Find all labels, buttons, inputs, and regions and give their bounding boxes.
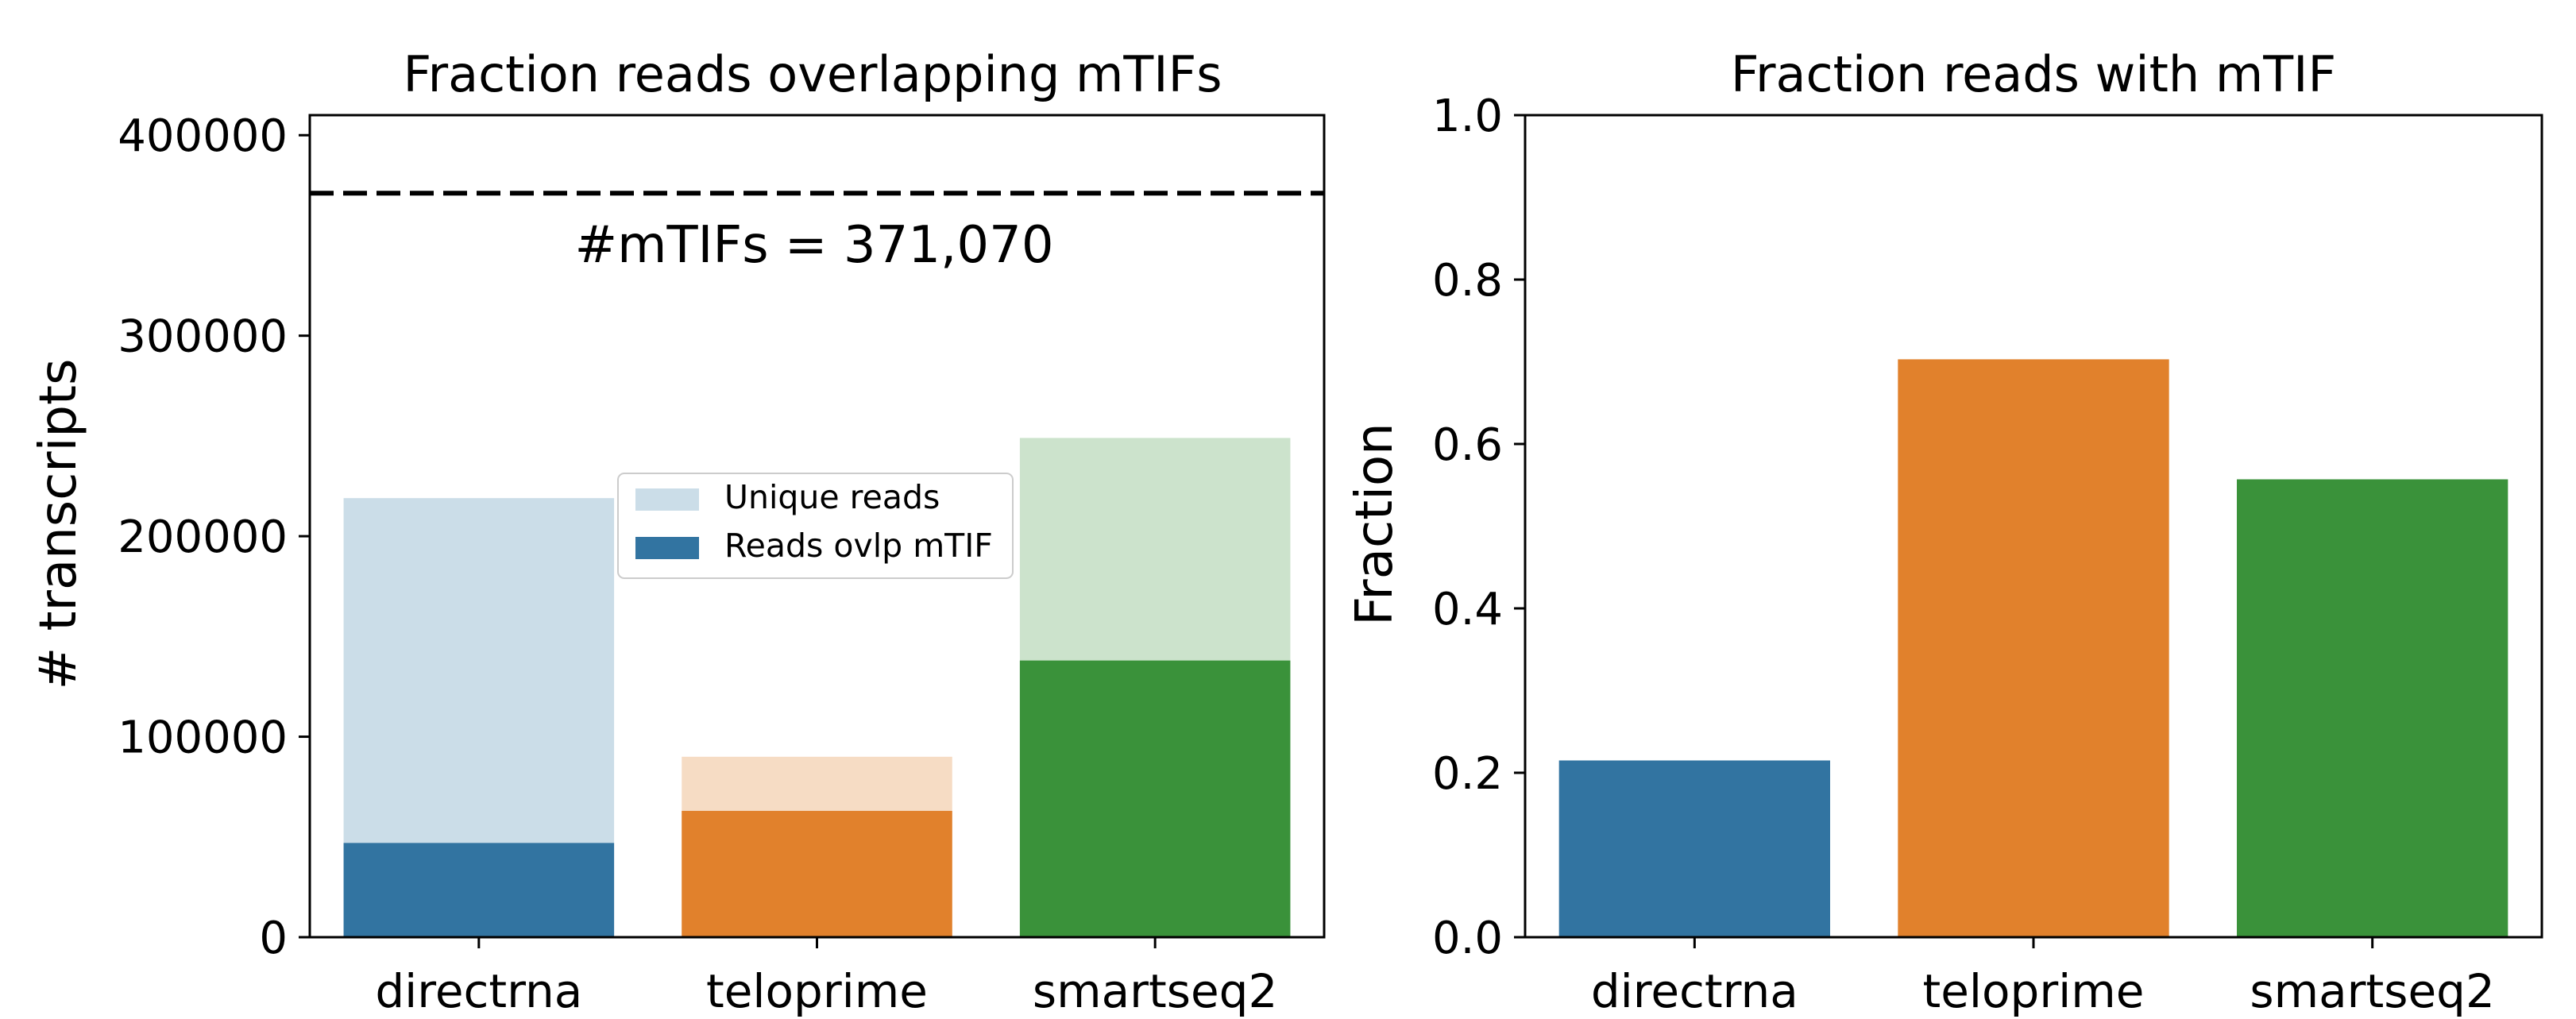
- legend-label-unique: Unique reads: [724, 478, 940, 516]
- legend: Unique reads Reads ovlp mTIF: [617, 473, 1014, 579]
- y-tick-label: 200000: [118, 511, 288, 563]
- bar-reads-ovlp-mtif: [682, 810, 952, 937]
- y-tick-label: 0.0: [1432, 913, 1503, 964]
- y-tick-label: 0.2: [1432, 748, 1503, 800]
- x-tick-label: directrna: [375, 964, 582, 1018]
- y-ticks: 0 100000 200000 300000 400000: [118, 110, 310, 964]
- bars: [343, 438, 1291, 937]
- y-tick-label: 0.4: [1432, 584, 1503, 635]
- y-tick-label: 400000: [118, 110, 288, 162]
- y-tick-label: 0.8: [1432, 255, 1503, 307]
- bar-reads-ovlp-mtif: [1019, 660, 1291, 937]
- y-axis-label: # transcripts: [29, 359, 88, 690]
- x-ticks: directrna teloprime smartseq2: [375, 937, 1277, 1018]
- legend-label-ovlp: Reads ovlp mTIF: [724, 527, 993, 565]
- x-ticks: directrna teloprime smartseq2: [1591, 937, 2495, 1018]
- y-tick-label: 100000: [118, 712, 288, 764]
- bar-reads-ovlp-mtif: [343, 843, 615, 937]
- panel-right: Fraction reads with mTIF Fraction 0.0 0.2…: [1346, 45, 2543, 1018]
- plot-frame: [308, 114, 1326, 939]
- legend-swatch-ovlp: [635, 537, 699, 559]
- y-tick-label: 1.0: [1432, 91, 1503, 142]
- x-tick-label: smartseq2: [1033, 964, 1277, 1018]
- x-tick-label: teloprime: [1923, 964, 2145, 1018]
- y-ticks: 0.0 0.2 0.4 0.6 0.8 1.0: [1432, 91, 1525, 964]
- y-tick-label: 300000: [118, 311, 288, 363]
- chart-title: Fraction reads overlapping mTIFs: [403, 45, 1222, 103]
- bar-fraction: [2237, 479, 2508, 937]
- x-tick-label: smartseq2: [2250, 964, 2494, 1018]
- x-tick-label: teloprime: [706, 964, 928, 1018]
- legend-swatch-unique: [635, 488, 699, 511]
- legend-frame: [617, 473, 1014, 579]
- bar-fraction: [1898, 359, 2169, 937]
- bar-fraction: [1558, 760, 1830, 937]
- x-tick-label: directrna: [1591, 964, 1798, 1018]
- plot-frame: [1524, 114, 2543, 939]
- y-tick-label: 0.6: [1432, 419, 1503, 471]
- reference-label: #mTIFs = 371,070: [574, 216, 1053, 275]
- bars: [1558, 359, 2508, 937]
- y-axis-label: Fraction: [1346, 423, 1404, 625]
- chart-title: Fraction reads with mTIF: [1731, 45, 2336, 103]
- panel-left: Fraction reads overlapping mTIFs # trans…: [29, 45, 1326, 1018]
- y-tick-label: 0: [259, 913, 288, 964]
